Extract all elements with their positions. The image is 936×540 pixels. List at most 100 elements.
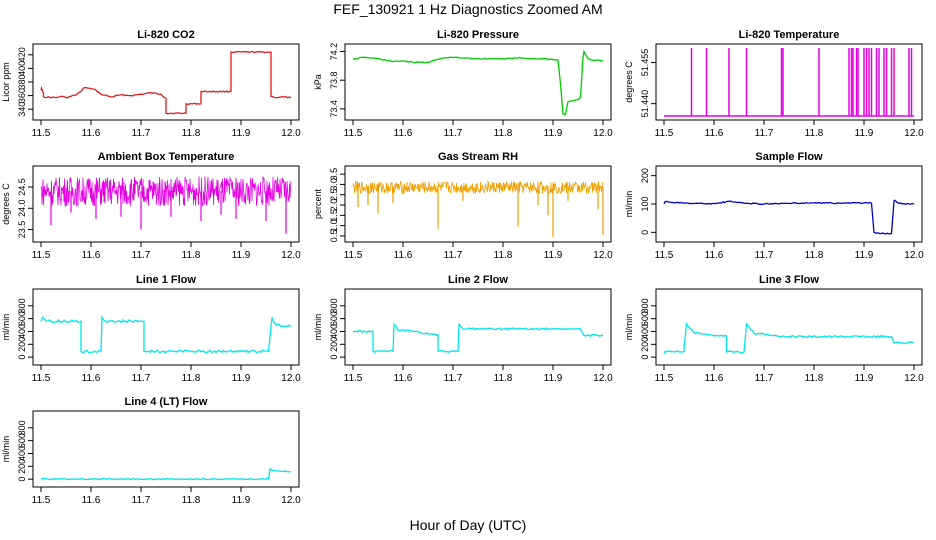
- x-tick-label: 11.7: [132, 128, 151, 139]
- plot-frame: [655, 43, 923, 121]
- y-axis-label: ml/min: [313, 314, 323, 341]
- x-tick-label: 12.0: [904, 250, 924, 261]
- x-tick-label: 12.0: [593, 373, 613, 384]
- plot-frame: [344, 165, 612, 243]
- x-tick-label: 11.6: [82, 250, 101, 261]
- y-tick-label: 800: [17, 420, 27, 435]
- y-tick-label: 200: [640, 168, 650, 183]
- x-tick-label: 12.0: [281, 250, 301, 261]
- y-axis-label: Licor ppm: [1, 62, 11, 102]
- y-tick-label: 1.5: [329, 209, 339, 222]
- y-tick-label: 2.5: [329, 188, 339, 201]
- x-tick-label: 11.7: [132, 495, 151, 506]
- y-tick-label: 380: [17, 74, 27, 89]
- y-tick-label: 1.0: [329, 219, 339, 232]
- y-tick-label: 420: [17, 47, 27, 62]
- y-tick-label: 400: [640, 324, 650, 339]
- x-tick-label: 11.9: [855, 128, 874, 139]
- y-tick-label: 200: [640, 337, 650, 352]
- chart-panel-3: Li-820 Temperature degrees C 11.5 11.6 11.7 1…: [624, 29, 924, 139]
- x-tick-label: 11.9: [232, 128, 251, 139]
- y-axis-label: degrees C: [1, 183, 11, 225]
- x-tick-label: 11.9: [544, 250, 563, 261]
- y-tick-label: 800: [329, 298, 339, 313]
- x-tick-label: 11.8: [182, 128, 201, 139]
- x-tick-label: 11.9: [855, 250, 874, 261]
- x-tick-label: 11.8: [805, 250, 824, 261]
- series-noise-band: [352, 179, 604, 195]
- chart-panel-8: Line 2 Flow ml/min 11.5 11.6 11.7 11.8 11.9 12.…: [313, 274, 613, 384]
- y-tick-label: 73.4: [329, 100, 339, 118]
- y-axis-label: ml/min: [624, 191, 634, 218]
- y-tick-label: 200: [17, 459, 27, 474]
- series-line-1: [663, 321, 915, 355]
- x-tick-label: 11.8: [805, 373, 824, 384]
- x-tick-label: 12.0: [281, 495, 301, 506]
- plot-area: [664, 48, 914, 117]
- series-line-1: [352, 49, 604, 116]
- y-tick-label: 340: [17, 102, 27, 117]
- x-tick-label: 11.5: [344, 250, 363, 261]
- y-axis-label: ml/min: [624, 314, 634, 341]
- x-tick-label: 11.6: [394, 250, 413, 261]
- x-tick-label: 11.5: [655, 250, 674, 261]
- x-tick-label: 11.5: [344, 128, 363, 139]
- x-tick-label: 11.5: [344, 373, 363, 384]
- y-tick-label: 51.455: [640, 49, 650, 77]
- x-tick-label: 11.7: [444, 250, 463, 261]
- y-tick-label: 24.0: [17, 199, 27, 217]
- x-tick-label: 11.9: [855, 373, 874, 384]
- x-tick-label: 11.7: [132, 373, 151, 384]
- y-axis-label: ml/min: [1, 436, 11, 463]
- series-line-1: [352, 322, 604, 353]
- y-axis-label: kPa: [313, 74, 323, 90]
- y-tick-label: 400: [17, 446, 27, 461]
- chart-title: Li-820 Temperature: [739, 29, 840, 41]
- x-tick-label: 11.6: [394, 373, 413, 384]
- y-tick-label: 0: [640, 230, 650, 235]
- plot-area: [352, 179, 604, 237]
- y-tick-label: 3.0: [329, 178, 339, 191]
- x-tick-label: 11.9: [232, 495, 251, 506]
- plot-frame: [655, 288, 923, 366]
- chart-title: Line 4 (LT) Flow: [125, 396, 208, 408]
- x-tick-label: 11.9: [232, 373, 251, 384]
- y-tick-label: 51.440: [640, 90, 650, 118]
- y-tick-label: 0: [329, 355, 339, 360]
- x-tick-label: 11.9: [544, 128, 563, 139]
- x-tick-label: 11.6: [82, 495, 101, 506]
- chart-title: Ambient Box Temperature: [98, 151, 235, 163]
- y-axis-label: degrees C: [624, 61, 634, 103]
- x-tick-label: 11.7: [755, 250, 774, 261]
- chart-panel-6: Sample Flow ml/min 11.5 11.6 11.7 11.8 11.9 12.…: [624, 151, 924, 261]
- x-tick-label: 11.8: [805, 128, 824, 139]
- y-tick-label: 200: [329, 337, 339, 352]
- y-tick-label: 0.5: [329, 230, 339, 243]
- x-tick-label: 11.9: [544, 373, 563, 384]
- x-tick-label: 12.0: [904, 128, 924, 139]
- y-tick-label: 600: [17, 311, 27, 326]
- x-tick-label: 11.8: [494, 250, 513, 261]
- y-tick-label: 73.8: [329, 71, 339, 89]
- plot-frame: [344, 43, 612, 121]
- x-tick-label: 11.5: [32, 250, 51, 261]
- x-tick-label: 12.0: [593, 128, 613, 139]
- chart-panel-1: Li-820 CO2 Licor ppm 11.5 11.6 11.7 11.8 11.9 1…: [1, 29, 301, 139]
- plot-area: [352, 49, 604, 116]
- y-tick-label: 3.5: [329, 168, 339, 181]
- series-noise-band: [40, 176, 292, 208]
- y-tick-label: 360: [17, 88, 27, 103]
- chart-title: Li-820 Pressure: [437, 29, 519, 41]
- chart-title: Line 1 Flow: [136, 274, 196, 286]
- series-line-1: [40, 50, 292, 115]
- y-tick-label: 600: [17, 433, 27, 448]
- x-tick-label: 11.5: [655, 128, 674, 139]
- y-tick-label: 800: [640, 298, 650, 313]
- x-tick-label: 11.5: [32, 495, 51, 506]
- y-tick-label: 0: [17, 477, 27, 482]
- x-tick-label: 11.8: [494, 128, 513, 139]
- x-tick-label: 12.0: [593, 250, 613, 261]
- x-tick-label: 11.6: [705, 373, 724, 384]
- chart-panel-7: Line 1 Flow ml/min 11.5 11.6 11.7 11.8 11.9 12.…: [1, 274, 301, 384]
